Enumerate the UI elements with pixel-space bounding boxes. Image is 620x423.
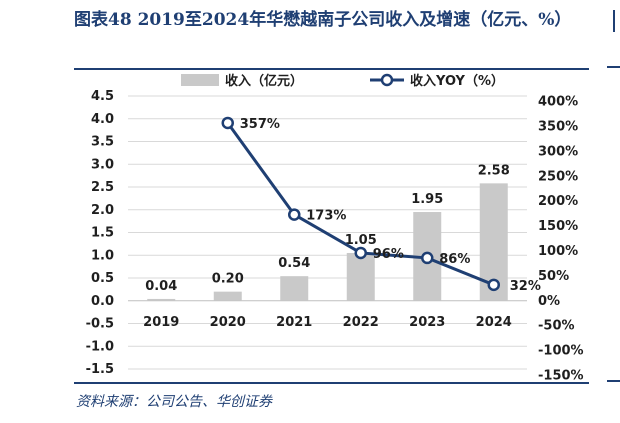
yoy-value-label: 86% (439, 252, 470, 267)
x-tick-label: 2021 (276, 315, 312, 330)
y2-tick-label: 350% (538, 119, 578, 134)
y-tick-label: 1.0 (91, 248, 114, 263)
y2-tick-label: 200% (538, 194, 578, 209)
x-tick-label: 2020 (210, 315, 246, 330)
y2-tick-label: 50% (538, 269, 569, 284)
y2-tick-label: 150% (538, 219, 578, 234)
bar (147, 298, 176, 301)
bar-value-label: 1.05 (345, 233, 377, 248)
y-tick-label: -0.5 (86, 317, 114, 332)
bar-value-label: 0.04 (145, 279, 177, 294)
x-tick-label: 2023 (409, 315, 445, 330)
x-tick-label: 2024 (476, 315, 512, 330)
y-tick-label: 2.0 (91, 203, 114, 218)
bar-value-label: 0.20 (212, 272, 244, 287)
adjacent-panel-rule-top (607, 66, 620, 68)
chart-title: 图表48 2019至2024年华懋越南子公司收入及增速（亿元、%） (74, 10, 572, 30)
yoy-value-label: 32% (510, 279, 541, 294)
y-tick-label: -1.5 (86, 362, 114, 377)
legend-bar-swatch (181, 74, 219, 86)
y-tick-label: 0.0 (91, 294, 114, 309)
y2-tick-label: -50% (538, 319, 575, 334)
y-tick-label: -1.0 (86, 339, 114, 354)
yoy-value-label: 357% (240, 117, 280, 132)
y-tick-label: 2.5 (91, 180, 114, 195)
x-tick-label: 2019 (143, 315, 179, 330)
yoy-point (487, 278, 500, 292)
y-tick-label: 3.5 (91, 135, 114, 150)
y2-tick-label: -100% (538, 344, 584, 359)
legend-line-label: 收入YOY（%） (410, 73, 504, 89)
y2-tick-label: 300% (538, 144, 578, 159)
yoy-value-label: 173% (306, 209, 346, 224)
yoy-point (354, 246, 367, 260)
bar (346, 252, 375, 301)
y2-tick-label: 400% (538, 95, 578, 110)
source-note: 资料来源：公司公告、华创证券 (76, 394, 272, 410)
bar-value-label: 0.54 (278, 256, 310, 271)
yoy-point (221, 116, 234, 130)
y2-tick-label: -150% (538, 368, 584, 383)
y-tick-label: 4.5 (91, 89, 114, 104)
y2-tick-label: 0% (538, 294, 560, 309)
y2-tick-label: 250% (538, 169, 578, 184)
bar (280, 276, 309, 301)
bar-value-label: 2.58 (478, 163, 510, 178)
bar-value-label: 1.95 (411, 192, 443, 207)
y-tick-label: 4.0 (91, 112, 114, 127)
y-tick-label: 3.0 (91, 157, 114, 172)
title-divider (74, 68, 589, 70)
adjacent-panel-edge (613, 10, 615, 32)
y2-tick-label: 100% (538, 244, 578, 259)
yoy-point (288, 208, 301, 221)
yoy-point (421, 251, 434, 265)
legend-line-marker (380, 73, 394, 87)
bar (213, 291, 242, 301)
yoy-value-label: 96% (373, 247, 404, 262)
y-tick-label: 1.5 (91, 226, 114, 241)
legend-bar-label: 收入（亿元） (225, 73, 303, 89)
source-divider (74, 382, 589, 384)
adjacent-panel-rule-bottom (607, 380, 620, 382)
x-tick-label: 2022 (343, 315, 379, 330)
y-tick-label: 0.5 (91, 271, 114, 286)
